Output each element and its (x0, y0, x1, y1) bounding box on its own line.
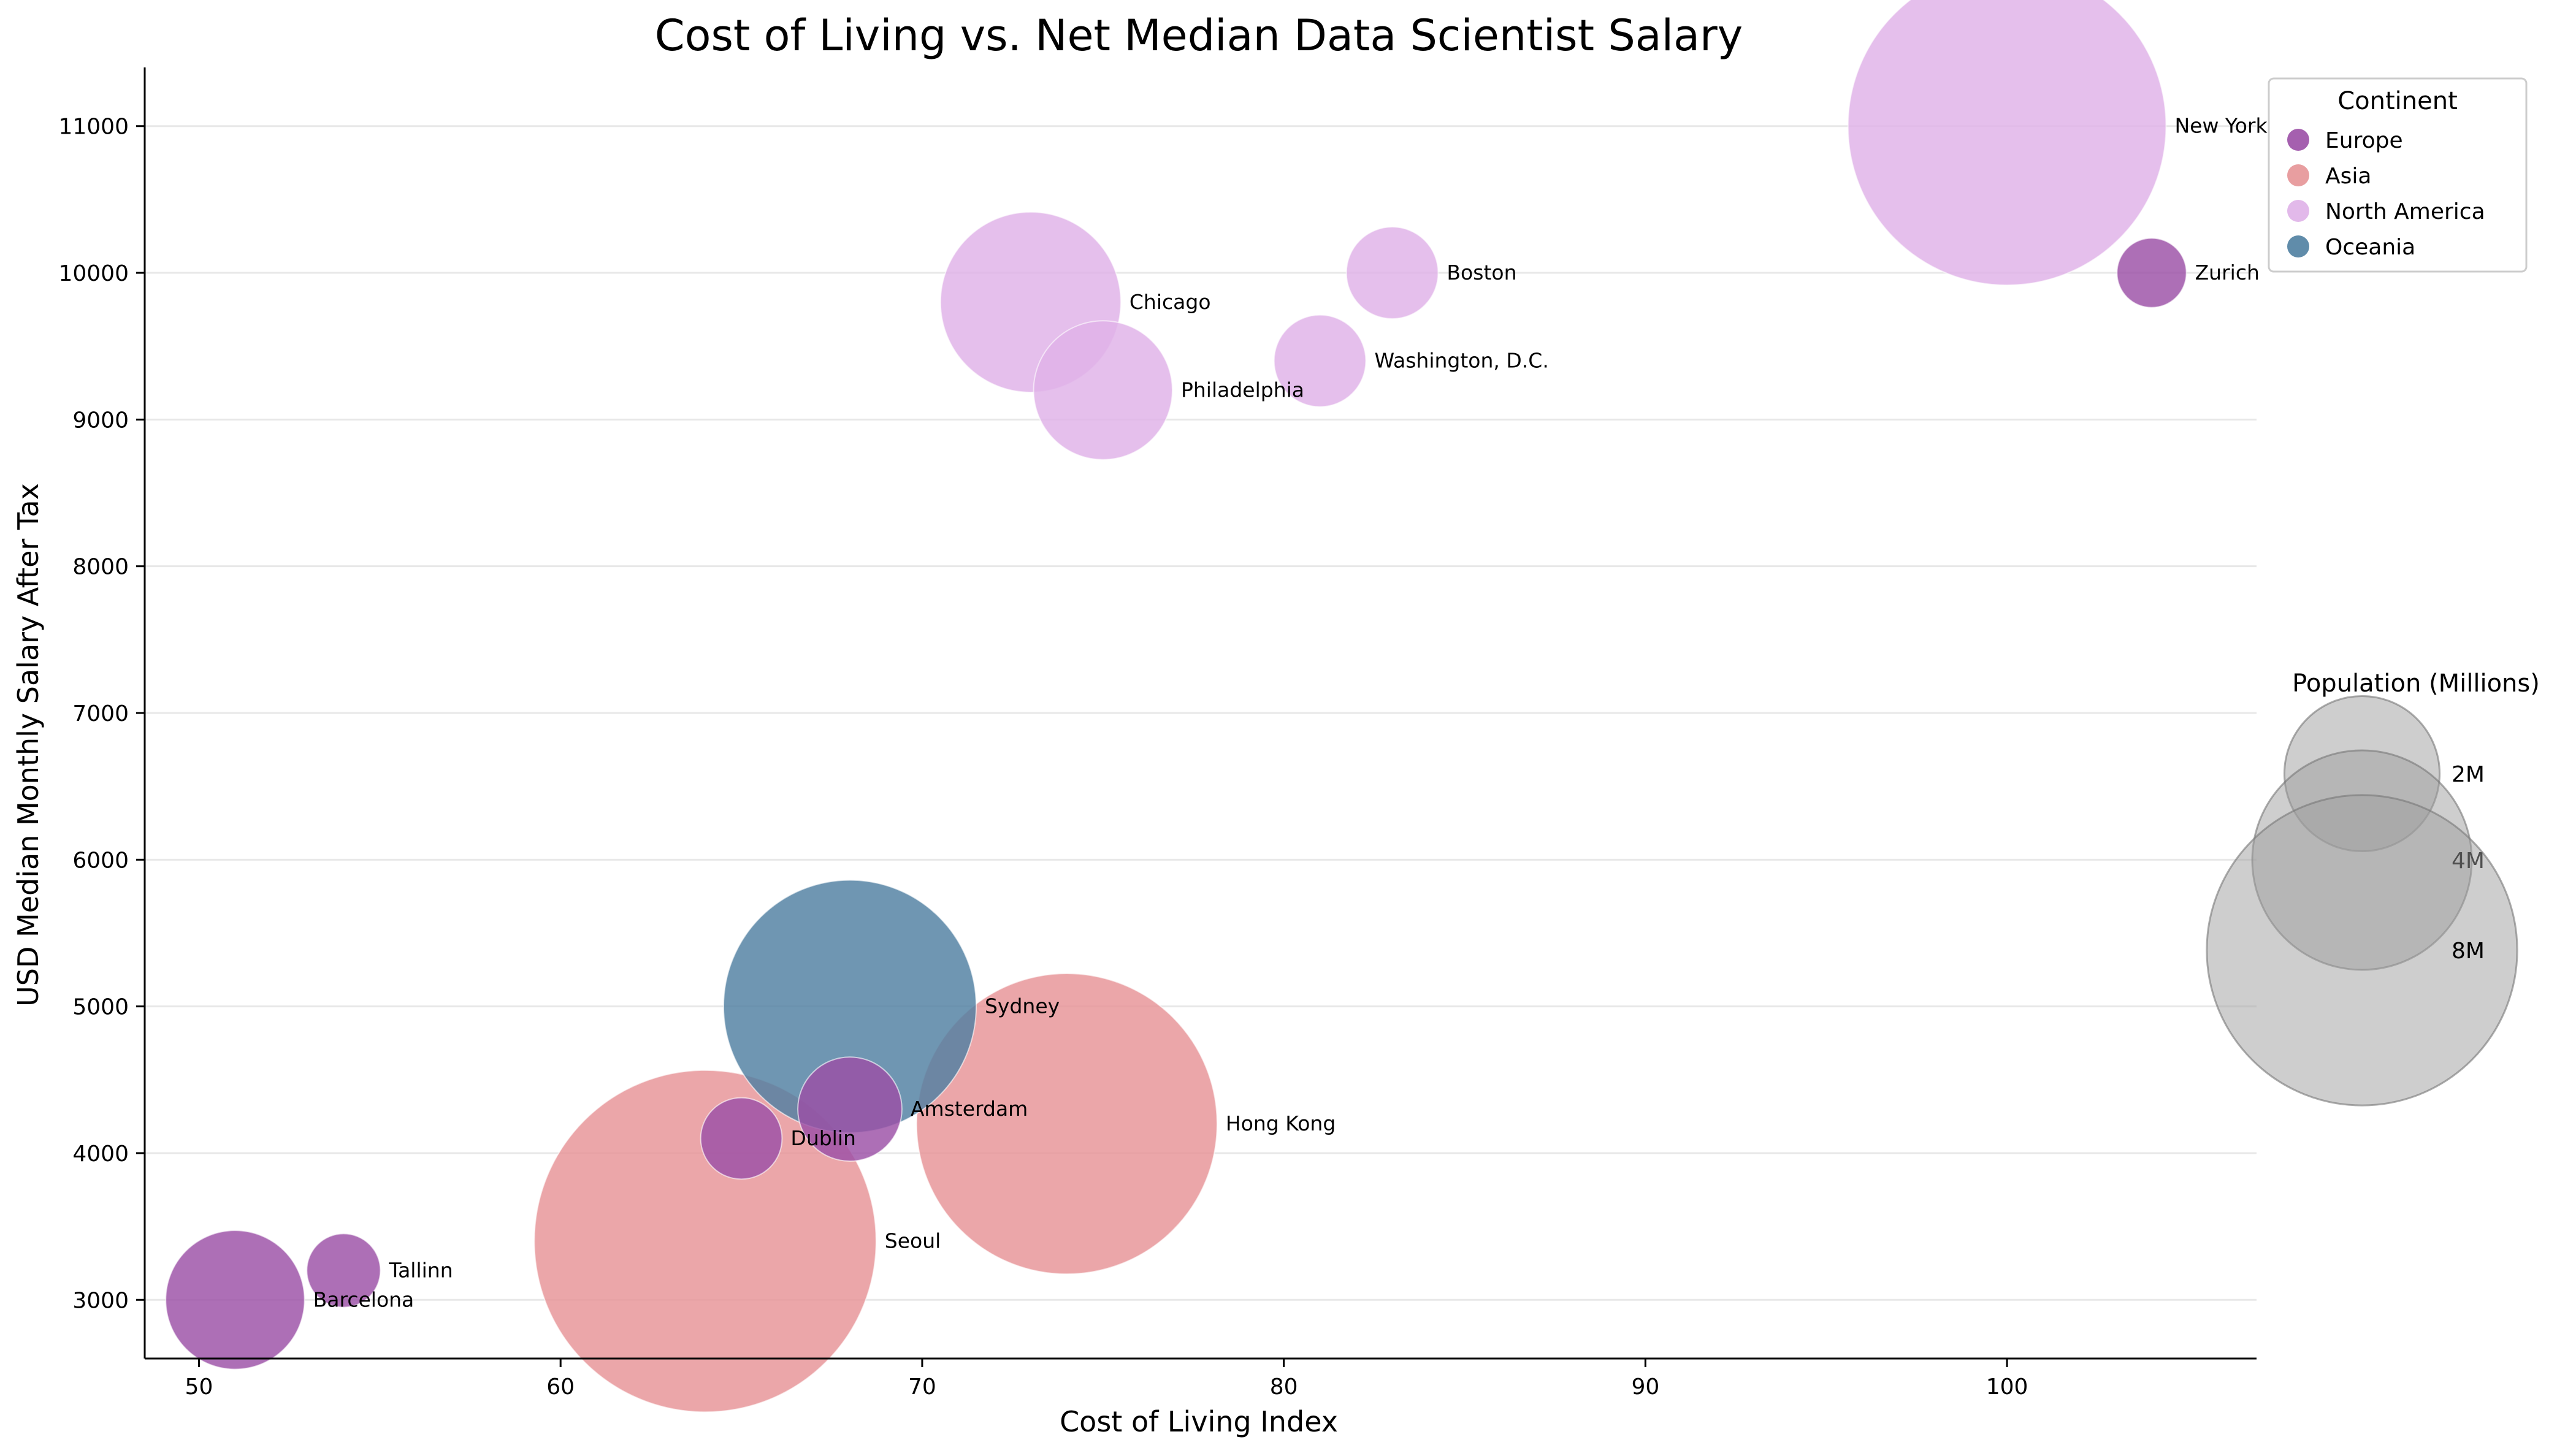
data-point-seoul (533, 1069, 877, 1413)
data-point-zurich (2116, 237, 2187, 308)
legend-marker-europe (2287, 129, 2309, 151)
size-legend-circle-8m (2206, 794, 2518, 1107)
x-tick-label: 50 (185, 1374, 213, 1400)
x-tick-label: 70 (908, 1374, 936, 1400)
legend-label-asia: Asia (2325, 164, 2371, 189)
legend-label-europe: Europe (2325, 128, 2403, 153)
y-axis-label: USD Median Monthly Salary After Tax (12, 483, 45, 1007)
point-label-hong-kong: Hong Kong (1226, 1111, 1336, 1135)
data-point-barcelona (165, 1230, 305, 1370)
point-label-barcelona: Barcelona (313, 1287, 415, 1311)
data-point-dublin (700, 1097, 783, 1180)
y-tick-label: 10000 (58, 261, 129, 286)
point-label-amsterdam: Amsterdam (911, 1097, 1028, 1121)
legend-label-oceania: Oceania (2325, 235, 2415, 260)
x-tick-label: 60 (546, 1374, 575, 1400)
y-tick-label: 7000 (72, 701, 129, 726)
point-label-chicago: Chicago (1129, 290, 1211, 314)
point-label-sydney: Sydney (985, 994, 1060, 1018)
y-tick-label: 6000 (72, 848, 129, 873)
continent-legend: Continent Europe Asia North America Oceania (2268, 77, 2528, 273)
population-size-legend: Population (Millions)2M4M8M (2206, 669, 2540, 1107)
size-legend-label-2m: 2M (2452, 762, 2485, 787)
point-label-seoul: Seoul (885, 1229, 941, 1253)
y-tick-label: 4000 (72, 1142, 129, 1167)
point-label-washington-d-c-: Washington, D.C. (1374, 349, 1548, 373)
data-point-tallinn (306, 1233, 381, 1308)
y-tick-label: 9000 (72, 408, 129, 433)
y-tick-label: 8000 (72, 555, 129, 580)
chart-title: Cost of Living vs. Net Median Data Scien… (655, 10, 1743, 61)
data-point-washington-d-c- (1273, 314, 1367, 408)
size-legend-title: Population (Millions) (2292, 669, 2540, 698)
bubble-layer (165, 0, 2187, 1413)
legend-marker-oceania (2287, 235, 2309, 257)
y-tick-label: 11000 (58, 115, 129, 140)
data-point-new-york (1847, 0, 2167, 286)
point-label-tallinn: Tallinn (388, 1258, 453, 1282)
y-tick-label: 3000 (72, 1288, 129, 1313)
grid-layer (145, 125, 2257, 1301)
data-point-boston (1345, 226, 1439, 319)
data-point-amsterdam (797, 1056, 903, 1162)
legend-label-north-america: North America (2325, 199, 2485, 224)
x-axis-label: Cost of Living Index (1060, 1405, 1338, 1438)
x-tick-label: 90 (1631, 1374, 1659, 1400)
point-label-new-york: New York (2174, 114, 2268, 138)
point-label-zurich: Zurich (2195, 261, 2260, 284)
legend-title: Continent (2337, 87, 2458, 115)
y-tick-label: 5000 (72, 995, 129, 1020)
x-tick-label: 100 (1986, 1374, 2028, 1400)
legend-marker-north-america (2287, 200, 2309, 222)
x-tick-label: 80 (1270, 1374, 1298, 1400)
data-point-philadelphia (1033, 320, 1173, 460)
data-point-hong-kong (915, 973, 1218, 1275)
point-label-boston: Boston (1447, 261, 1516, 284)
point-label-philadelphia: Philadelphia (1181, 378, 1304, 402)
point-label-dublin: Dublin (790, 1126, 856, 1150)
label-layer: New York Zurich Boston Chicago Washington, D… (313, 114, 2268, 1312)
legend-marker-asia (2287, 164, 2309, 186)
size-legend-label-8m: 8M (2452, 939, 2485, 964)
axes-layer: 3000 4000 5000 6000 7000 8000 9000 10000 11000 50… (58, 67, 2257, 1400)
legend-box (2268, 77, 2528, 273)
